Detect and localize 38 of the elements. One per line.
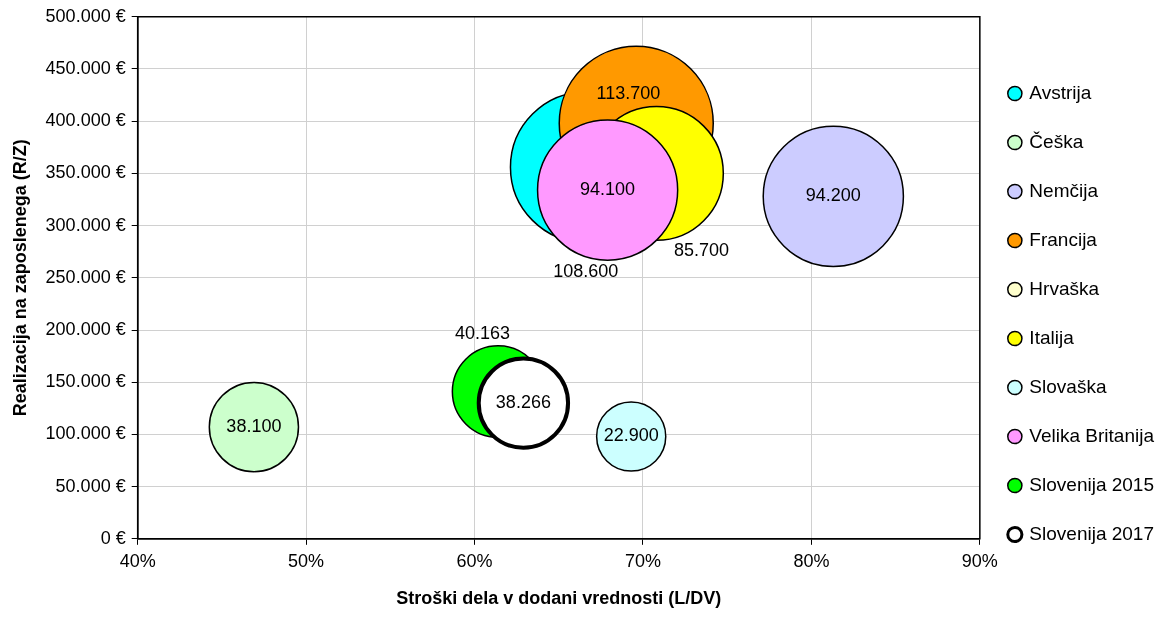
data-label: 22.900 xyxy=(603,425,659,446)
data-label: 38.100 xyxy=(226,416,282,437)
legend-label: Francija xyxy=(1029,228,1098,250)
y-tick-label: 250.000 € xyxy=(45,266,126,287)
y-tick-label: 50.000 € xyxy=(55,475,126,496)
legend-label: Češka xyxy=(1029,130,1084,152)
y-tick-label: 400.000 € xyxy=(45,110,126,131)
legend-label: Velika Britanija xyxy=(1029,424,1155,446)
data-label: 94.200 xyxy=(805,185,861,206)
legend-label: Hrvaška xyxy=(1029,277,1100,299)
y-tick-label: 100.000 € xyxy=(45,423,126,444)
y-tick-label: 200.000 € xyxy=(45,318,126,339)
y-tick-label: 0 € xyxy=(100,527,126,548)
legend-label: Slovenija 2015 xyxy=(1029,473,1155,495)
legend-label: Slovaška xyxy=(1029,375,1107,397)
data-label: 40.163 xyxy=(455,322,511,343)
y-tick-label: 500.000 € xyxy=(45,5,126,26)
x-tick-label: 50% xyxy=(288,550,325,571)
legend-label: Italija xyxy=(1029,326,1075,348)
x-tick-label: 80% xyxy=(793,550,830,571)
x-tick-label: 40% xyxy=(119,550,156,571)
x-tick-label: 90% xyxy=(961,550,998,571)
legend-label: Avstrija xyxy=(1029,81,1092,103)
y-tick-label: 350.000 € xyxy=(45,162,126,183)
x-axis-title: Stroški dela v dodani vrednosti (L/DV) xyxy=(396,588,722,609)
data-label: 94.100 xyxy=(580,179,636,200)
data-label: 113.700 xyxy=(596,83,661,104)
legend-label: Slovenija 2017 xyxy=(1029,522,1155,544)
x-tick-label: 70% xyxy=(624,550,661,571)
data-label: 85.700 xyxy=(673,240,729,261)
y-axis-title: Realizacija na zaposlenega (R/Z) xyxy=(9,139,30,417)
legend-label: Nemčija xyxy=(1029,179,1099,201)
y-tick-label: 150.000 € xyxy=(45,371,126,392)
data-label: 108.600 xyxy=(553,261,619,282)
x-tick-label: 60% xyxy=(456,550,493,571)
data-label: 38.266 xyxy=(495,392,551,413)
y-tick-label: 450.000 € xyxy=(45,57,126,78)
y-tick-label: 300.000 € xyxy=(45,214,126,235)
